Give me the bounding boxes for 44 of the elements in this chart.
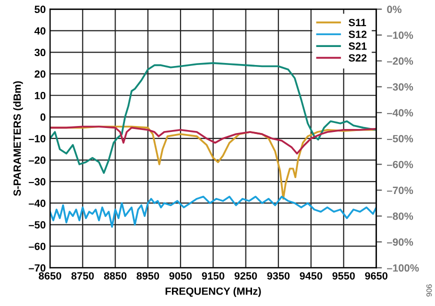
y-tick-label: –70 [28, 264, 46, 272]
line-series [50, 126, 376, 154]
legend-label: S11 [348, 18, 366, 26]
y-tick-label: –40 [28, 200, 46, 207]
y-tick-label: 0 [40, 113, 46, 121]
x-tick-label: 8750 [71, 272, 94, 280]
y2-tick-label: –20% [387, 57, 414, 65]
legend-label: S22 [348, 54, 366, 62]
y2-tick-label: –30% [387, 83, 414, 91]
y2-tick-label: –50% [387, 134, 414, 142]
y-tick-label: 20 [34, 70, 46, 78]
y-tick-label: –30 [28, 178, 46, 186]
y-tick-label: 40 [34, 27, 46, 35]
x-tick-label: 9650 [365, 272, 388, 280]
y-tick-label: –10 [28, 134, 46, 142]
x-tick-label: 9150 [202, 272, 224, 280]
y2-tick-label: 0% [387, 6, 402, 14]
y-tick-label: –50 [28, 221, 46, 229]
y2-tick-label: –100% [387, 264, 419, 272]
x-tick-label: 9550 [332, 272, 355, 280]
line-series [50, 196, 376, 228]
x-axis-title: FREQUENCY (MHz) [166, 287, 261, 297]
y2-tick-label: –70% [387, 186, 414, 194]
legend-label: S21 [348, 42, 367, 50]
y2-tick-label: –10% [387, 32, 414, 39]
x-tick-label: 9350 [267, 272, 290, 280]
y-tick-label: 10 [34, 92, 46, 100]
y2-tick-label: –60% [387, 160, 414, 168]
y2-tick-label: –80% [387, 212, 414, 220]
y2-tick-label: –90% [387, 238, 414, 246]
y-tick-label: –60 [28, 242, 46, 250]
y-axis-title: S-PARAMETERS (dBm) [13, 81, 23, 196]
y-tick-label: –20 [28, 156, 46, 164]
x-tick-label: 9450 [300, 272, 322, 280]
y-tick-label: 50 [34, 6, 46, 14]
y2-tick-label: –40% [387, 109, 414, 116]
x-tick-label: 9050 [169, 272, 192, 280]
x-tick-label: 9250 [234, 272, 257, 280]
x-tick-label: 8950 [136, 272, 160, 280]
legend-label: S12 [348, 30, 366, 38]
x-tick-label: 8850 [104, 272, 126, 280]
line-series [50, 62, 376, 174]
x-tick-label: 8650 [38, 272, 62, 280]
y-tick-label: 30 [34, 48, 46, 56]
